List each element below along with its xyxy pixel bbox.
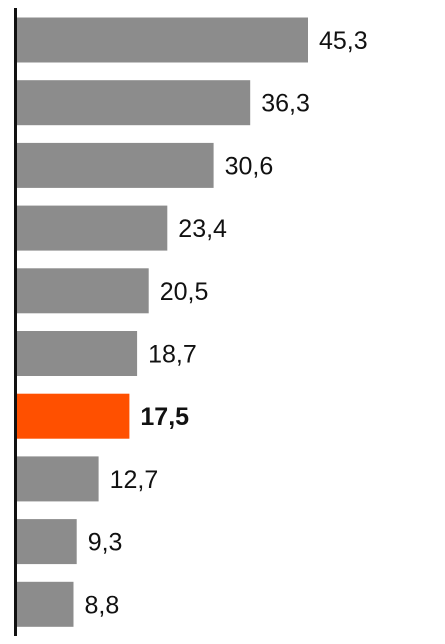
bar — [17, 331, 138, 376]
bar-value-label: 23,4 — [178, 215, 227, 243]
bar-highlighted — [17, 393, 130, 439]
bar — [17, 456, 99, 502]
bar-value-label: 30,6 — [225, 152, 274, 180]
bar-value-label: 45,3 — [319, 27, 368, 55]
bar-value-label: 12,7 — [110, 466, 159, 494]
bar-value-label: 20,5 — [160, 278, 209, 306]
bar — [17, 581, 74, 627]
bar — [17, 205, 168, 251]
bar-value-label: 18,7 — [148, 341, 197, 369]
bar-value-label: 9,3 — [88, 529, 123, 557]
bar — [17, 17, 308, 63]
bar — [17, 519, 77, 565]
bar — [17, 142, 214, 188]
bar-value-label: 36,3 — [261, 90, 310, 118]
bar-value-label: 8,8 — [85, 591, 120, 619]
value-labels-group: 45,3 36,3 30,6 23,4 20,5 18,7 17,5 12,7 9,3 8,8 — [85, 27, 368, 619]
bar — [17, 80, 251, 126]
bars-group — [17, 17, 308, 627]
bar-value-label: 17,5 — [140, 403, 189, 431]
bar — [17, 268, 149, 314]
